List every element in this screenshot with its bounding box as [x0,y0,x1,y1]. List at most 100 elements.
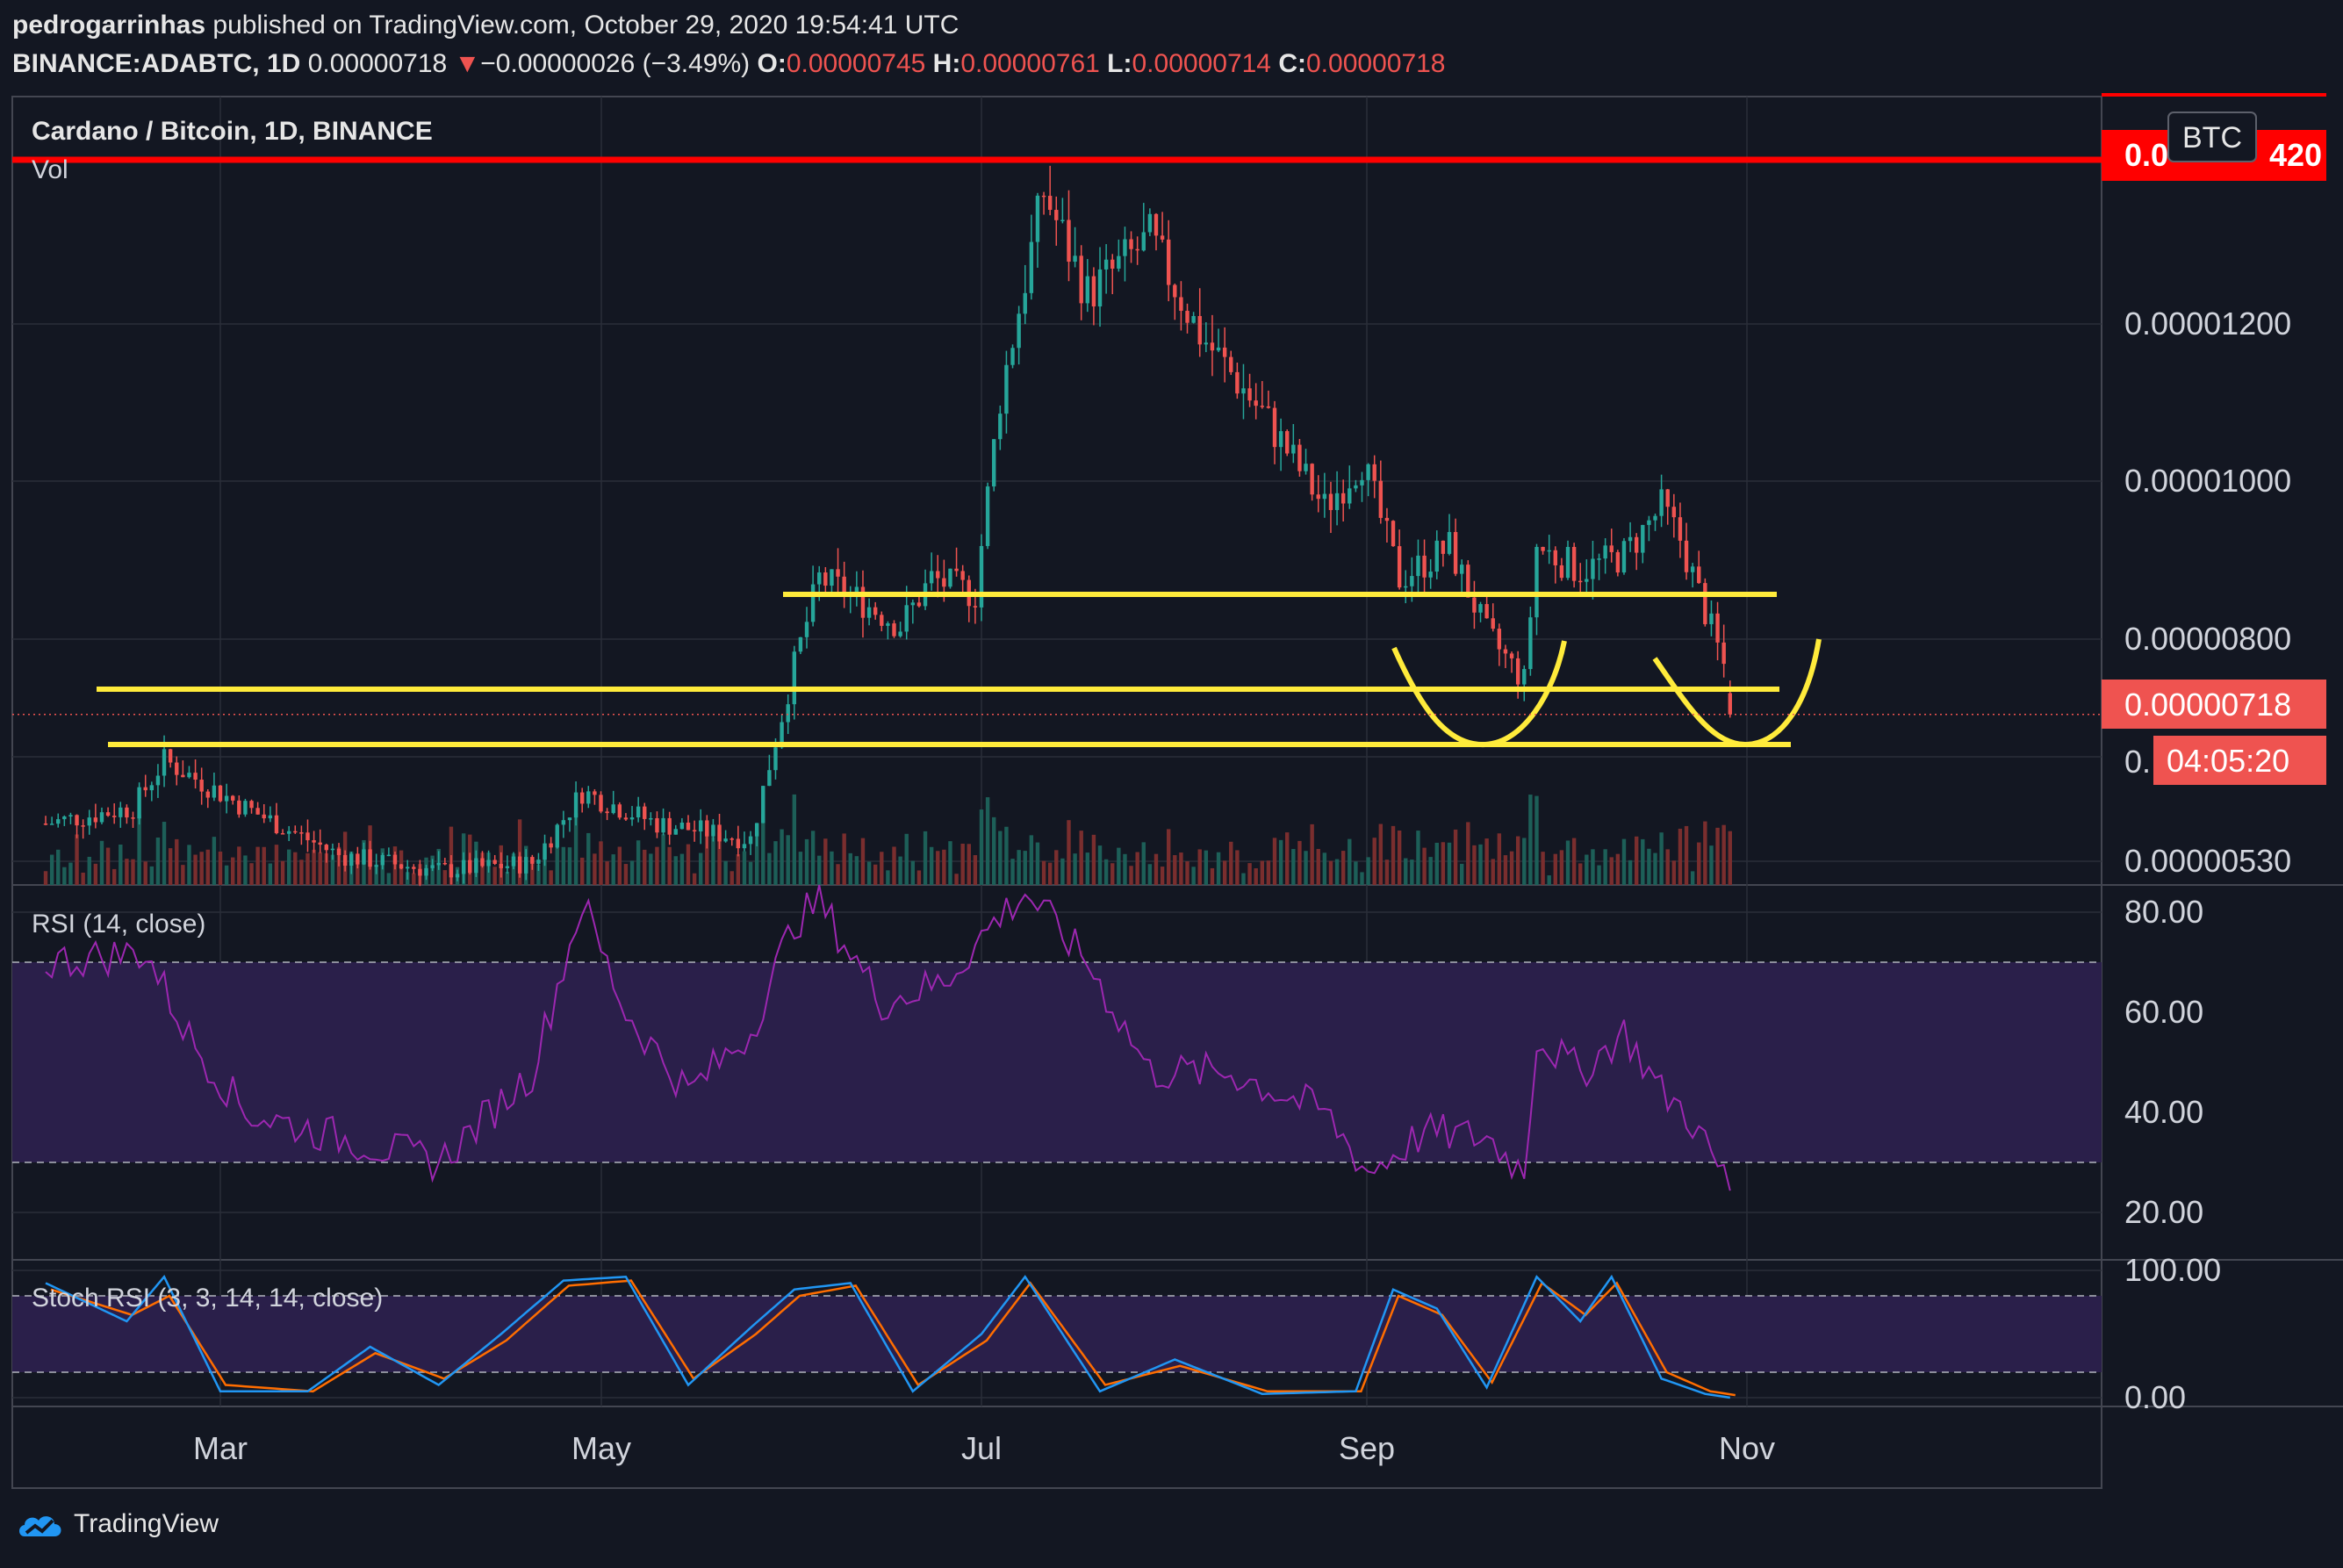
currency-badge[interactable] [2167,111,2257,162]
volume-bar [1528,795,1533,885]
candle-body [586,791,591,804]
volume-bar [711,837,715,885]
candle-body [593,791,597,795]
volume-bar [1410,860,1414,885]
stoch-k-line[interactable] [45,1274,1730,1399]
volume-bar [1547,875,1551,885]
author-name[interactable]: pedrogarrinhas [12,11,206,40]
volume-bar [979,809,984,885]
candle-body [754,823,759,837]
candle-body [474,858,478,874]
candle-body [1709,613,1714,624]
candle-body [399,864,404,869]
candle-body [836,569,840,577]
volume-bar [1340,851,1346,885]
tradingview-logo[interactable]: TradingView [16,1508,219,1540]
candle-body [1597,558,1601,560]
volume-bar [1653,852,1657,885]
volume-bar [1304,851,1308,885]
volume-bar [573,813,579,885]
candles[interactable] [43,165,1732,887]
candle-body [1703,583,1707,624]
candle-body [517,856,522,874]
volume-bar [1453,829,1458,885]
candle-body [324,845,329,851]
candle-body [1615,551,1621,573]
volume-bar [181,865,185,885]
volume-bar [1553,853,1558,885]
volume-bar [1522,838,1527,885]
volume-bar [798,852,803,885]
volume-bar [1278,839,1283,885]
volume-bar [330,854,335,885]
rsi-line[interactable] [45,884,1731,1191]
candle-body [442,862,448,865]
candle-body [1378,480,1384,518]
candle-body [305,832,310,841]
candle-body [679,822,685,830]
candle-body [1091,276,1096,307]
candle-body [1366,464,1370,480]
candle-body [842,576,846,597]
candle-body [1460,565,1464,574]
candle-body [1404,586,1408,588]
high-value: 0.00000761 [960,49,1100,78]
ohlc-line: BINANCE:ADABTC, 1D 0.00000718 ▼−0.000000… [12,49,1446,79]
volume-bar [293,852,298,885]
candle-body [268,815,273,819]
volume-bar [62,867,67,885]
candle-body [330,848,335,851]
volume-bar [1697,842,1701,885]
volume-bar [1041,860,1046,885]
candle-body [1634,536,1639,553]
candle-body [125,807,129,818]
candle-body [1041,195,1046,198]
low-value: 0.00000714 [1132,49,1272,78]
volume-bar [1447,842,1452,885]
volume-bar [143,861,147,885]
volume-bar [916,870,922,885]
volume-bar [1147,864,1153,885]
candle-body [1466,565,1470,598]
candle-body [1491,618,1495,629]
candle-body [342,854,348,866]
horizontal-levels[interactable] [12,156,2102,747]
candle-body [62,816,67,820]
rsi-tick: 40.00 [2124,1094,2203,1130]
volume-bar [1416,831,1420,885]
candle-body [199,780,204,792]
candle-body [1397,546,1402,588]
candle-body [105,812,111,816]
volume-bar [555,831,559,885]
candle-body [1671,507,1677,518]
chart-frame [11,96,2102,1489]
volume-bar [1497,833,1502,885]
drawings[interactable] [1391,638,1822,748]
candle-body [1328,493,1333,510]
volume-bar [1621,838,1627,885]
published-text: published on TradingView.com, October 29… [212,11,959,40]
candle-body [1310,464,1314,495]
volume-bar [1310,824,1314,885]
candle-body [492,860,497,864]
candle-body [1147,213,1153,233]
volume-bar [567,847,572,885]
rsi-legend: RSI (14, close) [32,910,205,939]
candle-body [979,545,984,608]
volume-bar [786,835,790,885]
candle-body [405,867,410,869]
volume-bar [255,846,260,885]
candle-body [555,824,559,848]
stoch-d-line[interactable] [50,1279,1736,1397]
volume-bar [1503,855,1508,885]
volume-bar [1179,852,1183,885]
volume-bar [505,872,510,885]
volume-bar [1366,857,1370,885]
volume-bar [492,867,497,885]
candle-body [1547,550,1551,552]
volume-bar [767,852,772,885]
volume-bar [742,851,747,885]
volume-bar [1017,850,1021,885]
volume-bar [929,846,934,885]
